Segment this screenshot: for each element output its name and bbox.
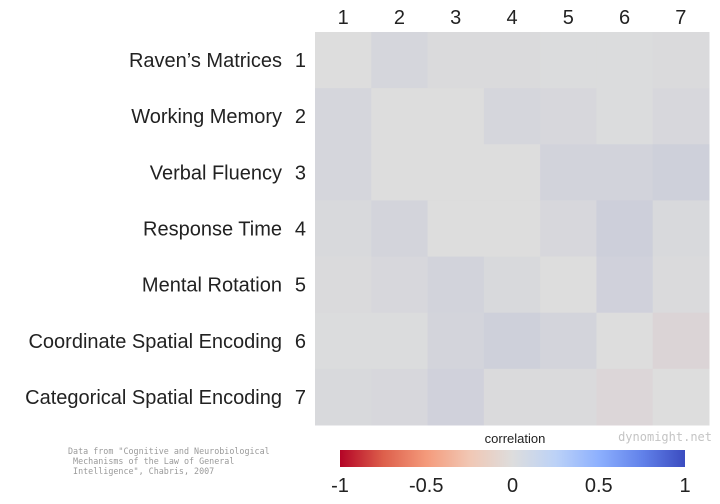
heatmap-cell	[371, 144, 429, 201]
heatmap-cell	[315, 32, 372, 89]
heatmap-cell	[652, 144, 710, 201]
heatmap-cell	[596, 88, 654, 145]
colorbar-tick-label: -1	[331, 475, 349, 497]
heatmap-cell	[427, 312, 485, 370]
heatmap-cell	[652, 88, 710, 145]
column-label: 3	[450, 7, 461, 29]
row-number: 4	[295, 219, 306, 241]
colorbar-tick-label: 0	[507, 475, 518, 497]
heatmap-cell	[371, 256, 429, 314]
colorbar-gradient	[340, 450, 685, 467]
heatmap-cell	[540, 200, 597, 258]
heatmap-cell	[315, 368, 372, 426]
row-label: Mental Rotation	[142, 275, 282, 297]
colorbar-tick-label: -0.5	[409, 475, 443, 497]
heatmap-cell	[652, 200, 710, 258]
row-labels: 1 Raven’s Matrices 2 Working Memory 3 Verbal …	[25, 50, 306, 409]
heatmap-cell	[483, 88, 541, 145]
source-note: Data from "Cognitive and Neurobiological…	[68, 446, 270, 476]
column-label: 1	[338, 7, 349, 29]
row-number: 5	[295, 275, 306, 297]
heatmap-cell	[540, 312, 597, 370]
heatmap-cell	[596, 32, 654, 89]
heatmap-cell	[540, 368, 597, 426]
heatmap-cell	[427, 368, 485, 426]
heatmap-cell	[596, 312, 654, 370]
heatmap-cell	[483, 144, 541, 201]
heatmap-cells	[315, 32, 710, 426]
heatmap-cell	[427, 32, 485, 89]
row-label: Categorical Spatial Encoding	[25, 387, 282, 409]
heatmap-cell	[596, 200, 654, 258]
heatmap-cell	[652, 256, 710, 314]
heatmap-cell	[315, 144, 372, 201]
heatmap-cell	[315, 88, 372, 145]
row-label: Verbal Fluency	[150, 162, 282, 184]
heatmap-cell	[483, 368, 541, 426]
heatmap-cell	[652, 368, 710, 426]
heatmap-cell	[371, 368, 429, 426]
row-number: 1	[295, 50, 306, 72]
heatmap-cell	[652, 312, 710, 370]
row-label: Response Time	[143, 219, 282, 241]
column-label: 7	[675, 7, 686, 29]
heatmap-cell	[371, 312, 429, 370]
heatmap-cell	[540, 144, 597, 201]
row-label: Raven’s Matrices	[129, 50, 282, 72]
heatmap-cell	[315, 256, 372, 314]
heatmap-cell	[427, 200, 485, 258]
column-label: 6	[619, 7, 630, 29]
heatmap-cell	[596, 144, 654, 201]
colorbar-tick-label: 0.5	[585, 475, 613, 497]
colorbar-label: correlation	[485, 431, 546, 446]
colorbar-tick-labels: -1 -0.5 0 0.5 1	[331, 475, 690, 497]
row-number: 7	[295, 387, 306, 409]
heatmap-cell	[596, 256, 654, 314]
row-number: 3	[295, 162, 306, 184]
heatmap-cell	[371, 200, 429, 258]
heatmap-cell	[540, 256, 597, 314]
heatmap-cell	[483, 312, 541, 370]
column-labels: 1 2 3 4 5 6 7	[338, 7, 687, 29]
row-label: Coordinate Spatial Encoding	[28, 331, 282, 353]
heatmap-cell	[315, 312, 372, 370]
heatmap-cell	[652, 32, 710, 89]
heatmap-cell	[483, 200, 541, 258]
column-label: 5	[563, 7, 574, 29]
heatmap-cell	[427, 256, 485, 314]
heatmap-cell	[427, 144, 485, 201]
row-number: 2	[295, 106, 306, 128]
colorbar: correlation -1 -0.5 0 0.5 1	[331, 431, 690, 497]
row-number: 6	[295, 331, 306, 353]
watermark: dynomight.net	[618, 430, 712, 444]
column-label: 4	[506, 7, 517, 29]
heatmap-cell	[540, 32, 597, 89]
heatmap-cell	[483, 256, 541, 314]
heatmap-cell	[315, 200, 372, 258]
row-label: Working Memory	[131, 106, 282, 128]
heatmap-cell	[540, 88, 597, 145]
heatmap-cell	[427, 88, 485, 145]
colorbar-tick-label: 1	[679, 475, 690, 497]
heatmap-cell	[483, 32, 541, 89]
heatmap-cell	[596, 368, 654, 426]
heatmap-cell	[371, 32, 429, 89]
heatmap-cell	[371, 88, 429, 145]
column-label: 2	[394, 7, 405, 29]
